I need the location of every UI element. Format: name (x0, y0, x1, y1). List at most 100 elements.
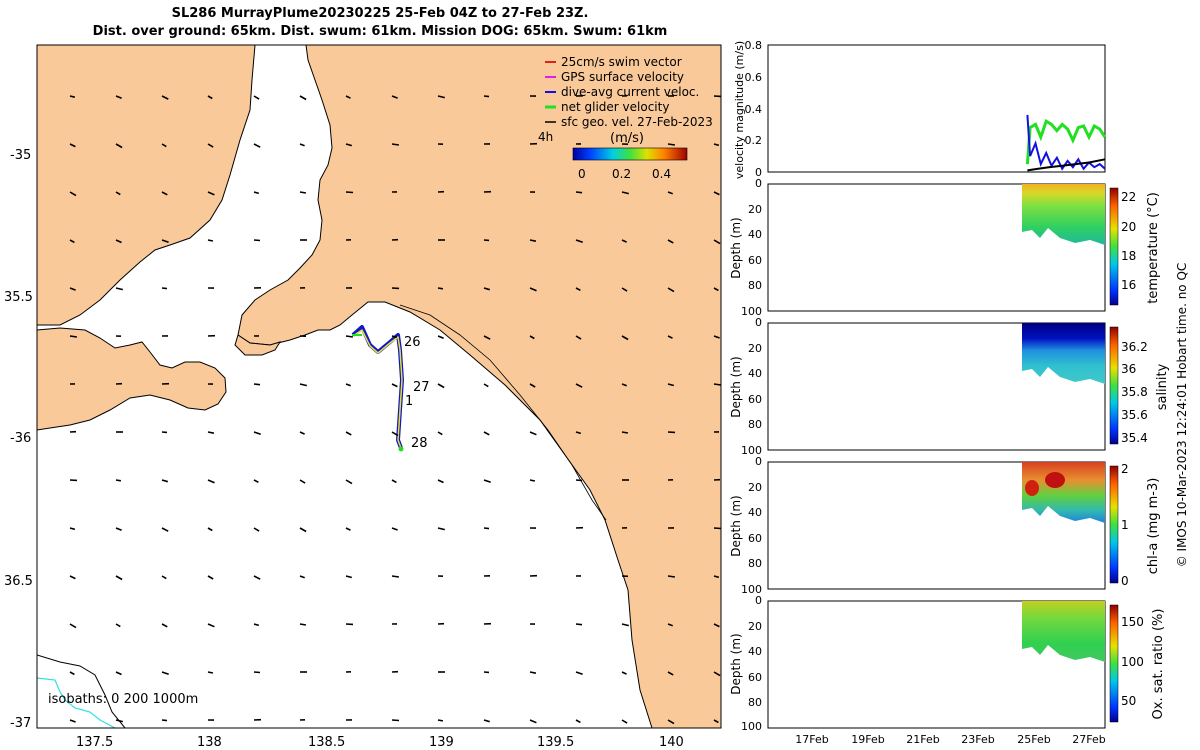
sfc-geo-arrow (529, 671, 537, 674)
sfc-geo-arrow (69, 719, 76, 723)
sfc-geo-arrow (713, 671, 721, 677)
sfc-geo-arrow (253, 575, 261, 580)
sfc-geo-arrow (483, 95, 490, 98)
sfc-geo-arrow (437, 383, 445, 389)
time-tick-21feb: 21Feb (906, 733, 939, 746)
sfc-geo-arrow (253, 383, 261, 386)
sfc-geo-arrow (529, 287, 537, 292)
sfc-geo-arrow (483, 719, 490, 723)
sfc-geo-arrow (667, 287, 675, 293)
sfc-geo-arrow (253, 95, 260, 100)
sfc-geo-arrow (299, 527, 307, 533)
sfc-geo-arrow (115, 719, 123, 723)
sfc-geo-arrow (529, 431, 537, 436)
sfc-geo-velocity-arrows (69, 95, 721, 725)
ox-ytick-20: 20 (748, 620, 762, 633)
sfc-geo-arrow (69, 143, 76, 148)
land-kangaroo-island (37, 327, 227, 431)
sfc-geo-arrow (437, 335, 444, 339)
sfc-geo-arrow (483, 335, 491, 340)
sfc-geo-arrow (299, 431, 305, 435)
sfc-geo-arrow (529, 335, 535, 340)
sfc-geo-arrow (575, 431, 582, 435)
sfc-geo-arrow (437, 479, 444, 484)
salinity-section (1022, 323, 1105, 384)
sfc-geo-arrow (253, 479, 259, 484)
sfc-geo-arrow (713, 191, 720, 196)
sfc-geo-arrow (621, 671, 627, 675)
vel-ytick-04: 0.4 (745, 103, 763, 116)
sfc-geo-arrow (529, 239, 537, 242)
sfc-geo-arrow (299, 383, 307, 387)
sfc-geo-arrow (299, 575, 305, 579)
temperature-ylabel: Depth (m) (729, 217, 743, 278)
salinity-ylabel: Depth (m) (729, 356, 743, 417)
sfc-geo-arrow (575, 479, 583, 482)
sfc-geo-arrow (575, 287, 581, 292)
sfc-geo-arrow (299, 479, 306, 484)
colorbar-unit-label: (m/s) (610, 131, 644, 146)
sfc-geo-arrow (207, 239, 214, 242)
temp-ytick-80: 80 (748, 279, 762, 292)
temp-cbar-tick-18: 18 (1121, 249, 1136, 263)
sfc-geo-arrow (437, 527, 445, 531)
sfc-geo-arrow (161, 239, 169, 243)
sfc-geo-arrow (483, 527, 490, 530)
ox-cbar-tick-100: 100 (1121, 655, 1144, 669)
sfc-geo-arrow (207, 95, 213, 100)
sfc-geo-arrow (713, 623, 720, 628)
sfc-geo-arrow (161, 287, 168, 290)
sfc-geo-arrow (115, 575, 123, 581)
sfc-geo-arrow (575, 719, 581, 724)
chl-ytick-20: 20 (748, 481, 762, 494)
land-yorke-peninsula (37, 45, 256, 326)
sfc-geo-arrow (621, 335, 629, 341)
sal-cbar-tick-35-4: 35.4 (1121, 431, 1148, 445)
sal-ytick-20: 20 (748, 342, 762, 355)
sal-ytick-80: 80 (748, 418, 762, 431)
sfc-geo-arrow (667, 335, 673, 339)
sfc-geo-arrow (345, 431, 352, 436)
chlorophyll-colorbar (1109, 465, 1119, 584)
velocity-panel: 0 0.2 0.4 0.6 0.8 velocity magnitude (m/… (733, 39, 1107, 179)
legend-sfc-geo-label: sfc geo. vel. 27-Feb-2023 (561, 115, 713, 129)
sfc-geo-arrow (345, 383, 351, 387)
chl-maximum-patch-2 (1025, 480, 1039, 496)
glider-position-marker (398, 446, 404, 452)
ox-cbar-tick-150: 150 (1121, 615, 1144, 629)
sfc-geo-arrow (69, 335, 78, 338)
speed-colorbar (572, 147, 688, 161)
sfc-geo-arrow (483, 287, 491, 291)
lon-tick-137-5: 137.5 (76, 735, 113, 750)
sfc-geo-arrow (115, 479, 122, 482)
sfc-geo-arrow (345, 143, 353, 147)
sfc-geo-arrow (713, 239, 721, 245)
sfc-geo-arrow (483, 479, 491, 483)
plot-title-line2: Dist. over ground: 65km. Dist. swum: 61k… (92, 24, 668, 39)
sfc-geo-arrow (345, 335, 354, 338)
sfc-geo-arrow (115, 671, 122, 676)
temperature-colorbar (1109, 187, 1119, 306)
sfc-geo-arrow (345, 95, 351, 99)
sfc-geo-arrow (299, 143, 305, 147)
sfc-geo-arrow (437, 95, 445, 99)
sfc-geo-arrow (115, 191, 121, 196)
sfc-geo-arrow (575, 383, 583, 388)
salinity-frame (767, 322, 1106, 451)
temp-cbar-tick-22: 22 (1121, 190, 1136, 204)
sfc-geo-arrow (621, 239, 627, 243)
oxygen-ylabel: Depth (m) (729, 633, 743, 694)
sfc-geo-arrow (575, 623, 583, 626)
time-tick-19feb: 19Feb (851, 733, 884, 746)
sfc-geo-arrow (161, 95, 169, 100)
temp-ytick-0: 0 (755, 177, 762, 190)
ox-ytick-80: 80 (748, 696, 762, 709)
sfc-geo-arrow (529, 479, 536, 482)
sfc-geo-arrow (207, 479, 215, 484)
sal-ytick-100: 100 (741, 444, 762, 457)
imos-credit-footer: © IMOS 10-Mar-2023 12:24:01 Hobart time.… (1175, 263, 1189, 568)
oxygen-section (1022, 601, 1105, 662)
sfc-geo-arrow (713, 575, 720, 579)
